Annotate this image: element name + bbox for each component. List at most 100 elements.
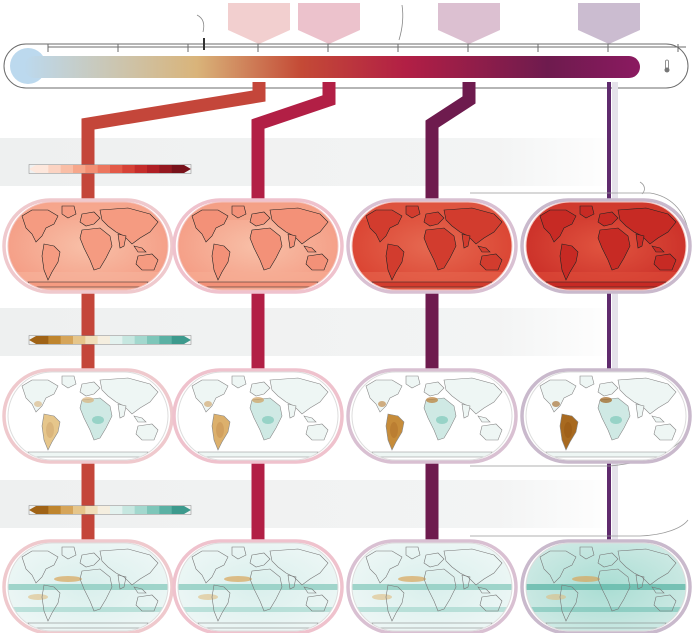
legend-swatch bbox=[110, 336, 123, 344]
continent bbox=[249, 227, 283, 271]
continent bbox=[269, 207, 329, 245]
continent bbox=[191, 550, 229, 584]
map-soil-moisture-level-2 bbox=[172, 368, 344, 464]
continent bbox=[477, 415, 491, 423]
continent bbox=[405, 205, 421, 219]
map-temperature-level-2 bbox=[172, 198, 344, 294]
continent bbox=[651, 415, 665, 423]
legend-swatch bbox=[48, 506, 61, 514]
map-precipitation-level-3 bbox=[346, 539, 518, 633]
continent bbox=[559, 584, 579, 622]
continent bbox=[617, 207, 677, 245]
continent bbox=[635, 574, 645, 590]
continent bbox=[211, 243, 231, 281]
continent bbox=[653, 594, 677, 612]
continent bbox=[61, 375, 77, 389]
legend-swatch bbox=[60, 336, 74, 344]
continent bbox=[653, 423, 677, 441]
continent bbox=[371, 281, 493, 288]
continent bbox=[133, 415, 147, 423]
continent bbox=[21, 550, 59, 584]
continent bbox=[365, 379, 403, 413]
map-temperature-level-4 bbox=[520, 198, 692, 294]
continent bbox=[117, 233, 127, 249]
map-temperature-level-1 bbox=[2, 198, 174, 294]
continent bbox=[21, 379, 59, 413]
legend-swatch bbox=[110, 165, 123, 173]
continent bbox=[617, 548, 677, 586]
continent bbox=[423, 552, 445, 568]
continent bbox=[305, 594, 329, 612]
legend-swatch bbox=[97, 336, 111, 344]
legend-swatch bbox=[159, 165, 172, 173]
continent bbox=[579, 375, 595, 389]
curved-arrow-icon bbox=[196, 14, 205, 33]
continent bbox=[287, 233, 297, 249]
map-temperature-level-3 bbox=[346, 198, 518, 294]
continent bbox=[231, 546, 247, 560]
continent bbox=[545, 451, 667, 458]
legend-arrow-left bbox=[29, 506, 36, 514]
continent bbox=[249, 381, 271, 397]
continent bbox=[287, 403, 297, 419]
continent bbox=[305, 253, 329, 271]
map-soil-moisture-level-4 bbox=[520, 368, 692, 464]
level-tag-1 bbox=[228, 3, 290, 44]
legend-swatch bbox=[60, 165, 74, 173]
level-tag-2 bbox=[298, 3, 360, 44]
legend-swatch bbox=[122, 506, 135, 514]
legend-swatch bbox=[147, 506, 160, 514]
continent bbox=[539, 209, 577, 243]
continent bbox=[269, 548, 329, 586]
legend-temperature bbox=[28, 164, 192, 174]
legend-swatch bbox=[36, 165, 49, 173]
legend-swatch bbox=[159, 506, 172, 514]
level-tag-3 bbox=[438, 3, 500, 44]
legend-swatch bbox=[36, 506, 49, 514]
continent bbox=[287, 574, 297, 590]
legend-swatch bbox=[60, 506, 74, 514]
map-precipitation-level-1 bbox=[2, 539, 174, 633]
continent bbox=[423, 568, 457, 612]
legend-swatch bbox=[48, 165, 61, 173]
legend-swatch bbox=[85, 165, 98, 173]
continent bbox=[461, 233, 471, 249]
continent bbox=[133, 586, 147, 594]
legend-swatch bbox=[147, 336, 160, 344]
continent bbox=[41, 584, 61, 622]
legend-soil-moisture bbox=[28, 335, 192, 345]
continent bbox=[597, 227, 631, 271]
legend-swatch bbox=[110, 506, 123, 514]
continent bbox=[117, 403, 127, 419]
continent bbox=[635, 233, 645, 249]
continent bbox=[117, 574, 127, 590]
continent bbox=[539, 379, 577, 413]
legend-arrow-left bbox=[29, 336, 36, 344]
legend-swatch bbox=[97, 165, 111, 173]
continent bbox=[461, 574, 471, 590]
continent bbox=[99, 548, 159, 586]
legend-swatch bbox=[159, 336, 172, 344]
row-band-temperature bbox=[0, 138, 620, 186]
continent bbox=[617, 377, 677, 415]
continent bbox=[371, 451, 493, 458]
continent bbox=[539, 550, 577, 584]
continent bbox=[303, 586, 317, 594]
legend-swatch bbox=[171, 336, 185, 344]
legend-swatch bbox=[97, 506, 111, 514]
continent bbox=[61, 205, 77, 219]
continent bbox=[477, 245, 491, 253]
continent bbox=[651, 245, 665, 253]
continent bbox=[579, 546, 595, 560]
continent bbox=[597, 381, 619, 397]
continent bbox=[249, 568, 283, 612]
continent bbox=[443, 377, 503, 415]
continent bbox=[135, 423, 159, 441]
legend-arrow-right bbox=[184, 165, 191, 173]
row-band-soil bbox=[0, 308, 620, 356]
continent bbox=[21, 209, 59, 243]
continent bbox=[249, 211, 271, 227]
continent bbox=[191, 379, 229, 413]
continent bbox=[405, 546, 421, 560]
